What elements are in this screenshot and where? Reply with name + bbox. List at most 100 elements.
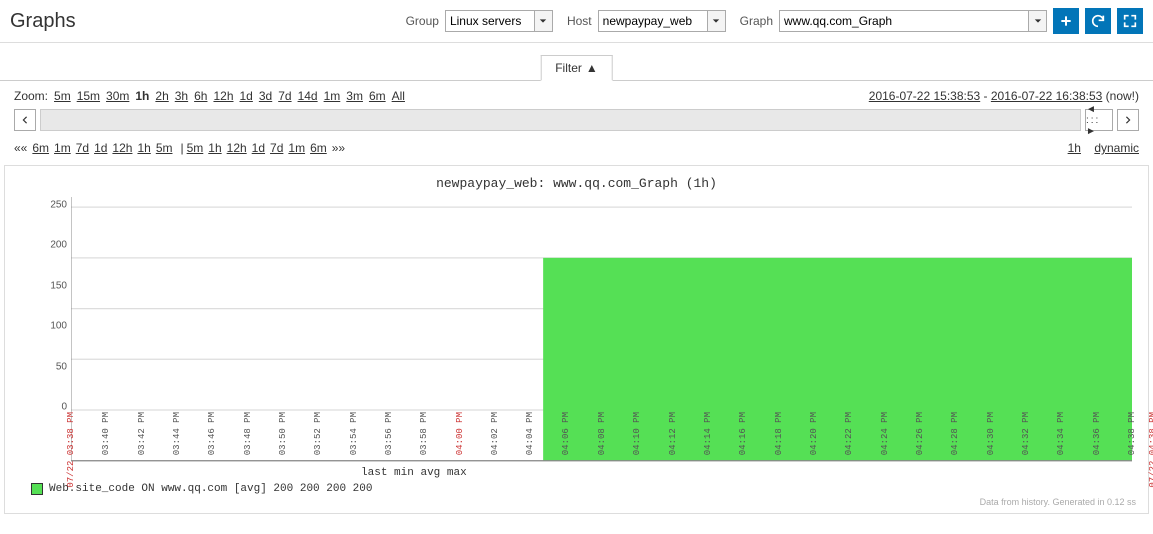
x-axis-labels: 07/22 03:38 PM03:40 PM03:42 PM03:44 PM03… xyxy=(71,412,1132,472)
group-select[interactable] xyxy=(445,10,553,32)
slider-row: ◄ ::: ► xyxy=(0,103,1153,137)
preset-fwd-1d[interactable]: 1d xyxy=(252,141,265,155)
y-tick-50: 50 xyxy=(56,361,67,372)
preset-back-1h[interactable]: 1h xyxy=(137,141,150,155)
host-caret[interactable] xyxy=(708,10,726,32)
x-tick: 03:58 PM xyxy=(419,412,429,455)
x-tick: 04:02 PM xyxy=(490,412,500,455)
preset-row: ««6m1m7d1d12h1h5m|5m1h12h1d7d1m6m»» 1h d… xyxy=(0,137,1153,165)
x-tick: 03:42 PM xyxy=(137,412,147,455)
zoom-12h[interactable]: 12h xyxy=(213,89,233,103)
group-caret[interactable] xyxy=(535,10,553,32)
preset-back-12h[interactable]: 12h xyxy=(112,141,132,155)
x-tick: 04:36 PM xyxy=(1092,412,1102,455)
host-label: Host xyxy=(567,14,592,28)
y-tick-150: 150 xyxy=(50,280,67,291)
x-tick: 03:40 PM xyxy=(101,412,111,455)
x-tick: 03:44 PM xyxy=(172,412,182,455)
add-button[interactable] xyxy=(1053,8,1079,34)
graph-select[interactable] xyxy=(779,10,1047,32)
graph-panel: newpaypay_web: www.qq.com_Graph (1h) 050… xyxy=(4,165,1149,514)
time-range: 2016-07-22 15:38:53 - 2016-07-22 16:38:5… xyxy=(869,89,1139,103)
preset-back-1m[interactable]: 1m xyxy=(54,141,71,155)
preset-fwd-12h[interactable]: 12h xyxy=(227,141,247,155)
preset-fwd-6m[interactable]: 6m xyxy=(310,141,327,155)
refresh-button[interactable] xyxy=(1085,8,1111,34)
preset-back-5m[interactable]: 5m xyxy=(156,141,173,155)
preset-fwd-7d[interactable]: 7d xyxy=(270,141,283,155)
graph-label: Graph xyxy=(740,14,773,28)
x-tick: 04:34 PM xyxy=(1056,412,1066,455)
legend-swatch xyxy=(31,483,43,495)
host-filter: Host xyxy=(567,10,726,32)
legend-text: Web.site_code ON www.qq.com [avg] 200 20… xyxy=(49,483,372,495)
time-from[interactable]: 2016-07-22 15:38:53 xyxy=(869,89,980,103)
preset-left: ««6m1m7d1d12h1h5m|5m1h12h1d7d1m6m»» xyxy=(14,141,350,155)
filter-tab[interactable]: Filter ▲ xyxy=(540,55,613,81)
zoom-1h[interactable]: 1h xyxy=(135,89,149,103)
x-tick: 04:22 PM xyxy=(844,412,854,455)
zoom-15m[interactable]: 15m xyxy=(77,89,100,103)
filter-tab-label: Filter xyxy=(555,61,582,75)
zoom-5m[interactable]: 5m xyxy=(54,89,71,103)
preset-current[interactable]: 1h xyxy=(1068,141,1081,155)
slider-next-button[interactable] xyxy=(1117,109,1139,131)
zoom-3d[interactable]: 3d xyxy=(259,89,272,103)
graph-title: newpaypay_web: www.qq.com_Graph (1h) xyxy=(11,176,1142,191)
zoom-14d[interactable]: 14d xyxy=(298,89,318,103)
x-tick: 04:08 PM xyxy=(597,412,607,455)
x-tick: 04:16 PM xyxy=(738,412,748,455)
x-tick: 04:26 PM xyxy=(915,412,925,455)
zoom-All[interactable]: All xyxy=(392,89,405,103)
y-tick-100: 100 xyxy=(50,321,67,332)
host-select[interactable] xyxy=(598,10,726,32)
zoom-3h[interactable]: 3h xyxy=(175,89,188,103)
x-tick: 04:38 PM xyxy=(1127,412,1137,455)
zoom-1d[interactable]: 1d xyxy=(240,89,253,103)
x-tick: 04:12 PM xyxy=(668,412,678,455)
time-to[interactable]: 2016-07-22 16:38:53 xyxy=(991,89,1102,103)
zoom-label: Zoom: xyxy=(14,89,48,103)
time-now: (now!) xyxy=(1106,89,1139,103)
filter-tab-row: Filter ▲ xyxy=(0,53,1153,81)
page-title: Graphs xyxy=(10,10,76,33)
fullscreen-button[interactable] xyxy=(1117,8,1143,34)
preset-mode[interactable]: dynamic xyxy=(1094,141,1139,155)
host-input[interactable] xyxy=(598,10,708,32)
legend-row: Web.site_code ON www.qq.com [avg] 200 20… xyxy=(11,483,1142,495)
y-tick-200: 200 xyxy=(50,240,67,251)
group-input[interactable] xyxy=(445,10,535,32)
x-tick: 03:52 PM xyxy=(313,412,323,455)
zoom-30m[interactable]: 30m xyxy=(106,89,129,103)
zoom-6m[interactable]: 6m xyxy=(369,89,386,103)
x-tick: 04:18 PM xyxy=(774,412,784,455)
x-tick: 03:46 PM xyxy=(207,412,217,455)
preset-fwd-1m[interactable]: 1m xyxy=(288,141,305,155)
graph-input[interactable] xyxy=(779,10,1029,32)
preset-fwd-1h[interactable]: 1h xyxy=(208,141,221,155)
group-label: Group xyxy=(406,14,439,28)
graph-caret[interactable] xyxy=(1029,10,1047,32)
slider-prev-button[interactable] xyxy=(14,109,36,131)
footer-note: Data from history. Generated in 0.12 ss xyxy=(11,495,1142,509)
x-tick: 03:56 PM xyxy=(384,412,394,455)
preset-back-7d[interactable]: 7d xyxy=(76,141,89,155)
preset-fwd-5m[interactable]: 5m xyxy=(187,141,204,155)
preset-back-1d[interactable]: 1d xyxy=(94,141,107,155)
zoom-7d[interactable]: 7d xyxy=(278,89,291,103)
zoom-2h[interactable]: 2h xyxy=(155,89,168,103)
x-tick: 03:50 PM xyxy=(278,412,288,455)
x-tick: 04:24 PM xyxy=(880,412,890,455)
group-filter: Group xyxy=(406,10,553,32)
x-tick: 04:06 PM xyxy=(561,412,571,455)
slider-handle[interactable]: ◄ ::: ► xyxy=(1085,109,1113,131)
zoom-3m[interactable]: 3m xyxy=(346,89,363,103)
zoom-1m[interactable]: 1m xyxy=(324,89,341,103)
chart-area: 050100150200250 07/22 03:38 PM03:40 PM03… xyxy=(71,197,1132,467)
x-tick: 04:04 PM xyxy=(525,412,535,455)
slider-track[interactable] xyxy=(40,109,1081,131)
zoom-6h[interactable]: 6h xyxy=(194,89,207,103)
x-tick: 04:30 PM xyxy=(986,412,996,455)
x-tick: 03:48 PM xyxy=(243,412,253,455)
preset-back-6m[interactable]: 6m xyxy=(32,141,49,155)
